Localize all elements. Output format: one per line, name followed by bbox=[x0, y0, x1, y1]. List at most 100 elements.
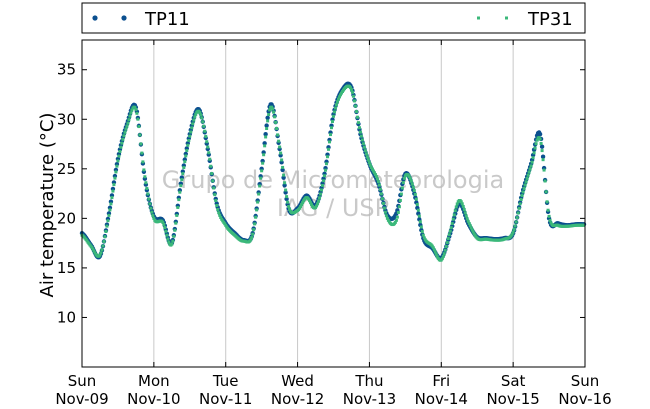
data-point bbox=[205, 140, 209, 144]
data-point bbox=[263, 132, 268, 137]
data-point bbox=[418, 220, 422, 224]
data-point bbox=[177, 198, 181, 202]
data-point bbox=[321, 183, 325, 187]
data-point bbox=[440, 257, 444, 261]
data-point bbox=[339, 91, 343, 95]
legend-marker-tp31 bbox=[505, 16, 508, 20]
data-point bbox=[143, 175, 147, 179]
data-point bbox=[380, 197, 384, 201]
data-point bbox=[127, 118, 131, 122]
data-point bbox=[454, 205, 458, 209]
data-point bbox=[442, 252, 446, 256]
data-point bbox=[447, 233, 451, 237]
data-point bbox=[445, 241, 449, 245]
data-point bbox=[375, 177, 379, 181]
data-point bbox=[282, 173, 286, 177]
data-point bbox=[333, 110, 336, 114]
data-point bbox=[145, 186, 149, 190]
data-point bbox=[384, 214, 388, 218]
data-point bbox=[315, 204, 319, 208]
data-point bbox=[532, 151, 536, 155]
data-point bbox=[334, 106, 337, 110]
data-point bbox=[93, 251, 97, 255]
data-point bbox=[125, 124, 129, 128]
data-point bbox=[172, 234, 176, 238]
data-point bbox=[325, 162, 329, 166]
data-point bbox=[462, 208, 466, 212]
data-point bbox=[100, 248, 104, 252]
data-point bbox=[382, 206, 386, 210]
data-point bbox=[335, 100, 339, 104]
data-point bbox=[464, 214, 468, 218]
data-point bbox=[207, 151, 211, 155]
data-point bbox=[133, 105, 137, 109]
data-point bbox=[201, 120, 205, 124]
data-point bbox=[281, 165, 285, 169]
data-point bbox=[288, 207, 292, 211]
data-point bbox=[218, 213, 222, 217]
data-point bbox=[217, 211, 221, 215]
data-point bbox=[364, 152, 368, 156]
x-tick-label-date: Nov-12 bbox=[271, 390, 324, 408]
data-point bbox=[180, 178, 184, 182]
data-point bbox=[354, 110, 358, 114]
data-point bbox=[211, 179, 215, 183]
watermark: Grupo de Micrometeorologia IAG / USP bbox=[162, 166, 504, 222]
data-point bbox=[126, 121, 130, 125]
data-point bbox=[441, 255, 445, 258]
data-point bbox=[407, 175, 411, 179]
data-point bbox=[538, 137, 542, 141]
data-point bbox=[369, 166, 373, 170]
data-point bbox=[151, 214, 155, 218]
data-point bbox=[472, 232, 476, 236]
data-point bbox=[112, 183, 116, 187]
data-point bbox=[543, 179, 547, 183]
data-point bbox=[337, 95, 341, 99]
data-point bbox=[272, 110, 276, 114]
data-point bbox=[360, 138, 364, 142]
x-tick-label-date: Nov-16 bbox=[558, 390, 611, 408]
data-point bbox=[185, 148, 189, 152]
data-point bbox=[257, 192, 261, 196]
x-tick-label-date: Nov-14 bbox=[415, 390, 468, 408]
data-point bbox=[374, 175, 378, 179]
data-point bbox=[105, 224, 109, 228]
data-point bbox=[414, 197, 418, 201]
data-point bbox=[135, 111, 139, 115]
data-point bbox=[209, 164, 213, 168]
x-tick-label-day: Sun bbox=[571, 372, 600, 390]
data-point bbox=[463, 211, 467, 215]
data-point bbox=[358, 130, 362, 134]
data-point bbox=[435, 255, 439, 259]
data-point bbox=[284, 188, 288, 192]
data-point bbox=[367, 161, 371, 165]
data-point bbox=[102, 240, 106, 244]
x-tick-label-day: Wed bbox=[281, 372, 314, 390]
data-point bbox=[193, 115, 197, 119]
data-point bbox=[509, 234, 513, 238]
data-point bbox=[273, 115, 277, 119]
y-axis: 10 15 20 25 30 35 bbox=[57, 61, 585, 326]
data-point bbox=[363, 149, 367, 153]
data-point bbox=[465, 217, 469, 221]
data-point bbox=[411, 185, 415, 189]
data-point bbox=[174, 221, 178, 225]
data-point bbox=[92, 249, 96, 253]
data-point bbox=[258, 184, 262, 188]
data-point bbox=[469, 226, 473, 230]
data-point bbox=[533, 146, 537, 150]
data-point bbox=[119, 145, 123, 149]
data-point bbox=[467, 221, 471, 225]
data-point bbox=[328, 140, 332, 144]
data-point bbox=[167, 240, 171, 244]
data-point bbox=[283, 181, 287, 185]
legend-label-tp31: TP31 bbox=[527, 9, 573, 30]
data-point bbox=[383, 210, 387, 214]
data-point bbox=[189, 130, 193, 134]
data-point bbox=[540, 154, 546, 159]
data-point bbox=[468, 224, 472, 228]
data-point bbox=[348, 86, 352, 90]
data-point bbox=[173, 228, 177, 232]
data-point bbox=[531, 156, 535, 160]
data-point bbox=[149, 206, 153, 210]
